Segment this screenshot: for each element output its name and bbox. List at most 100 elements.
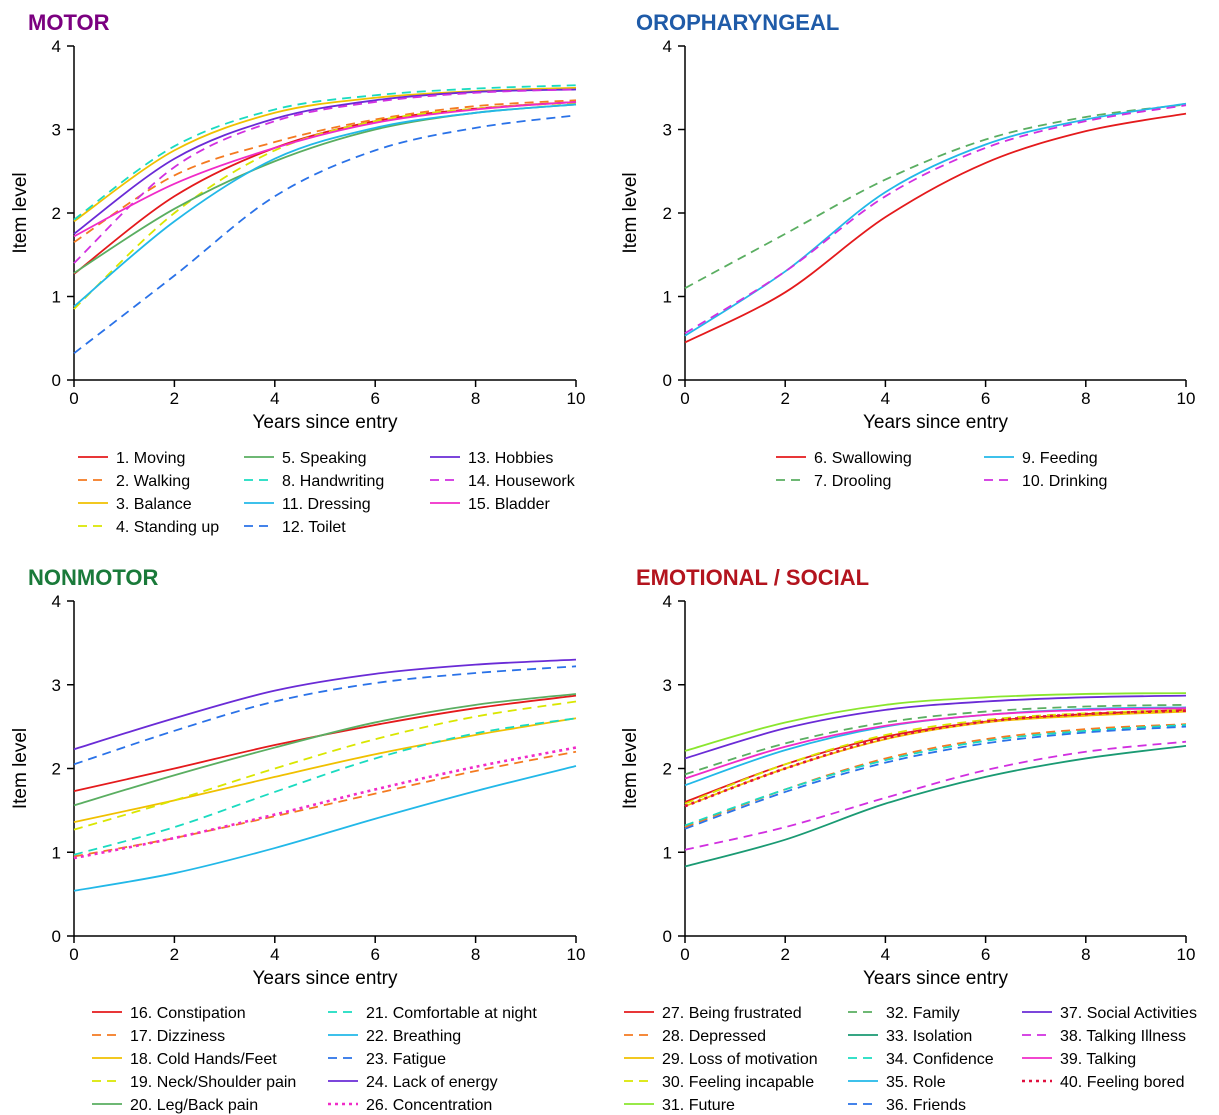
legend-label: 13. Hobbies bbox=[468, 450, 553, 467]
series-line-11-dressing bbox=[73, 103, 577, 308]
x-tick-label: 2 bbox=[780, 945, 789, 964]
x-axis-label: Years since entry bbox=[863, 968, 1009, 989]
series-line-37-social-activities bbox=[684, 694, 1187, 760]
legend-label: 8. Handwriting bbox=[282, 473, 384, 490]
series-line-8-handwriting bbox=[73, 84, 577, 221]
legend-label: 12. Toilet bbox=[282, 519, 346, 536]
y-tick-label: 1 bbox=[663, 843, 672, 862]
x-axis-label: Years since entry bbox=[252, 412, 398, 433]
x-tick-label: 4 bbox=[881, 945, 890, 964]
series-line-23-fatigue bbox=[73, 665, 577, 766]
legend-label: 39. Talking bbox=[1060, 1051, 1136, 1068]
series-line-7-drooling bbox=[684, 103, 1187, 289]
x-tick-label: 4 bbox=[881, 389, 890, 408]
series-line-31-future bbox=[684, 692, 1187, 752]
legend: 27. Being frustrated 28. Depressed 29. Los… bbox=[624, 1005, 1197, 1114]
series-line-22-breathing bbox=[73, 765, 577, 892]
legend-label: 4. Standing up bbox=[116, 519, 219, 536]
panel-motor: MOTOR 0 1 2 3 4 0 2 4 6 8 10 Years since entry Item l… bbox=[10, 10, 585, 536]
legend-label: 40. Feeling bored bbox=[1060, 1074, 1185, 1091]
x-tick-label: 10 bbox=[567, 945, 586, 964]
legend-label: 20. Leg/Back pain bbox=[130, 1097, 258, 1114]
legend-label: 11. Dressing bbox=[282, 496, 371, 513]
x-tick-label: 0 bbox=[680, 389, 689, 408]
series-line-2-walking bbox=[73, 99, 577, 243]
x-tick-label: 8 bbox=[471, 389, 480, 408]
y-axis-label: Item level bbox=[10, 728, 31, 809]
series-line-19-neck-shoulder-pain bbox=[73, 700, 577, 831]
series-line-16-constipation bbox=[73, 694, 577, 792]
legend: 1. Moving 2. Walking 3. Balance 4. Standing… bbox=[78, 450, 576, 536]
x-tick-label: 2 bbox=[780, 389, 789, 408]
series-line-28-depressed bbox=[684, 723, 1187, 828]
legend-label: 2. Walking bbox=[116, 473, 190, 490]
series-line-17-dizziness bbox=[73, 750, 577, 858]
legend: 6. Swallowing 7. Drooling 9. Feeding 10. Dr… bbox=[776, 450, 1107, 490]
legend-label: 28. Depressed bbox=[662, 1028, 766, 1045]
legend-label: 3. Balance bbox=[116, 496, 192, 513]
panel-oropharyngeal: OROPHARYNGEAL 0 1 2 3 4 0 2 4 6 8 10 Years since ent… bbox=[620, 10, 1195, 490]
y-tick-label: 2 bbox=[52, 760, 61, 779]
legend-label: 18. Cold Hands/Feet bbox=[130, 1051, 277, 1068]
x-tick-label: 8 bbox=[1081, 389, 1090, 408]
legend-label: 31. Future bbox=[662, 1097, 735, 1114]
series-line-38-talking-illness bbox=[684, 740, 1187, 851]
y-tick-label: 1 bbox=[52, 843, 61, 862]
series-line-21-comfortable-at-night bbox=[73, 717, 577, 856]
y-tick-label: 0 bbox=[663, 371, 672, 390]
y-tick-label: 4 bbox=[663, 37, 672, 56]
x-tick-label: 2 bbox=[170, 945, 179, 964]
legend-label: 10. Drinking bbox=[1022, 473, 1107, 490]
x-tick-label: 2 bbox=[170, 389, 179, 408]
y-tick-label: 1 bbox=[663, 288, 672, 307]
y-tick-label: 0 bbox=[663, 927, 672, 946]
panel-title: OROPHARYNGEAL bbox=[636, 10, 839, 35]
series-line-12-toilet bbox=[73, 114, 577, 354]
legend-label: 17. Dizziness bbox=[130, 1028, 225, 1045]
series-line-39-talking bbox=[684, 707, 1187, 780]
panel-title: MOTOR bbox=[28, 10, 110, 35]
legend-label: 23. Fatigue bbox=[366, 1051, 446, 1068]
legend-label: 29. Loss of motivation bbox=[662, 1051, 818, 1068]
legend-label: 24. Lack of energy bbox=[366, 1074, 498, 1091]
y-tick-label: 4 bbox=[52, 592, 61, 611]
panel-emotional-social: EMOTIONAL / SOCIAL 0 1 2 3 4 0 2 4 6 8 10 Years sinc… bbox=[620, 565, 1197, 1114]
legend-label: 1. Moving bbox=[116, 450, 185, 467]
legend-label: 32. Family bbox=[886, 1005, 960, 1022]
series-line-6-swallowing bbox=[684, 112, 1187, 344]
panel-title: EMOTIONAL / SOCIAL bbox=[636, 565, 869, 590]
legend-label: 7. Drooling bbox=[814, 473, 891, 490]
legend-label: 9. Feeding bbox=[1022, 450, 1098, 467]
x-tick-label: 0 bbox=[680, 945, 689, 964]
y-tick-label: 2 bbox=[663, 760, 672, 779]
legend-label: 37. Social Activities bbox=[1060, 1005, 1197, 1022]
y-tick-label: 1 bbox=[52, 288, 61, 307]
y-tick-label: 3 bbox=[663, 121, 672, 140]
y-tick-label: 4 bbox=[52, 37, 61, 56]
y-axis-label: Item level bbox=[10, 172, 31, 253]
y-tick-label: 2 bbox=[663, 204, 672, 223]
series-line-15-bladder bbox=[73, 101, 577, 238]
x-tick-label: 6 bbox=[370, 945, 379, 964]
series-line-27-being-frustrated bbox=[684, 708, 1187, 803]
y-axis-label: Item level bbox=[620, 172, 641, 253]
legend-label: 6. Swallowing bbox=[814, 450, 912, 467]
series-line-30-feeling-incapable bbox=[684, 708, 1187, 805]
legend-label: 26. Concentration bbox=[366, 1097, 492, 1114]
series-line-32-family bbox=[684, 703, 1187, 776]
y-axis-label: Item level bbox=[620, 728, 641, 809]
panel-nonmotor: NONMOTOR 0 1 2 3 4 0 2 4 6 8 10 Years since entry Ite… bbox=[10, 565, 585, 1114]
series-line-36-friends bbox=[684, 725, 1187, 830]
x-tick-label: 0 bbox=[69, 389, 78, 408]
y-tick-label: 2 bbox=[52, 204, 61, 223]
legend-label: 21. Comfortable at night bbox=[366, 1005, 537, 1022]
x-tick-label: 10 bbox=[567, 389, 586, 408]
series-line-9-feeding bbox=[684, 102, 1187, 337]
legend-label: 35. Role bbox=[886, 1074, 946, 1091]
x-axis-label: Years since entry bbox=[252, 968, 398, 989]
x-tick-label: 6 bbox=[370, 389, 379, 408]
legend-label: 15. Bladder bbox=[468, 496, 551, 513]
series-line-24-lack-of-energy bbox=[73, 658, 577, 751]
legend-label: 30. Feeling incapable bbox=[662, 1074, 814, 1091]
